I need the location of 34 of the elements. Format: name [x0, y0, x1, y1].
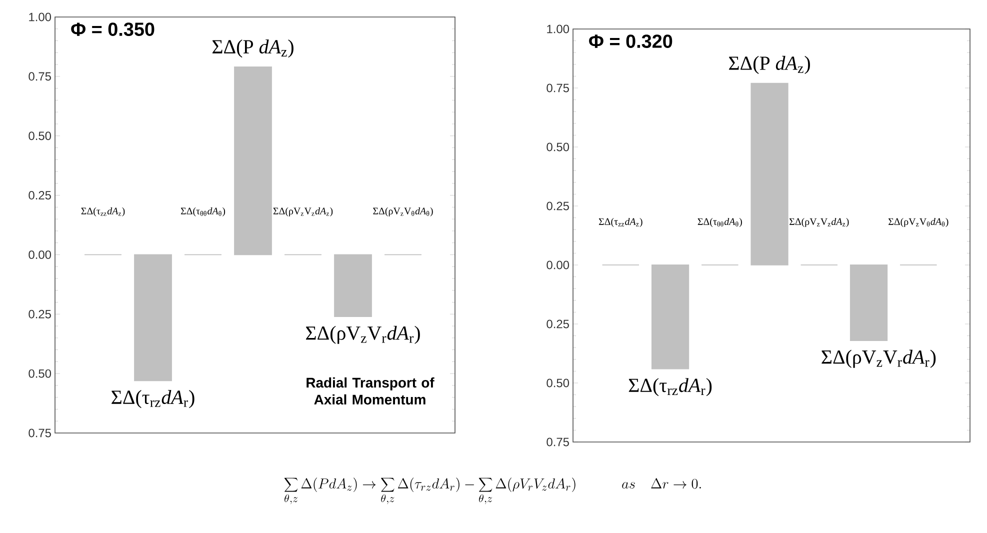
y-tick-label: 0.50 [28, 132, 52, 140]
y-tick-label: 0.75 [546, 438, 569, 446]
y-tick-label: 0.25 [546, 320, 569, 328]
y-tick-label: 0.25 [28, 191, 51, 200]
x-tick-label: ΣΔ(τ$_{θθ}$dA$_{θ}$) [180, 207, 226, 216]
x-tick-label: ΣΔ(ρV$_{z}$V$_{θ}$dA$_{θ}$) [373, 207, 433, 216]
chart-title: Φ = 0.320 [589, 34, 672, 48]
x-tick-label: ΣΔ(P dA$_{z}$) [212, 40, 294, 58]
x-tick-label: ΣΔ(ρV$_{z}$V$_{r}$dA$_{r}$) [306, 326, 420, 344]
x-tick-label: ΣΔ(τ$_{rz}$dA$_{r}$) [112, 390, 194, 408]
y-tick-label: 0.50 [546, 142, 570, 152]
y-tick-label: 0.75 [546, 84, 569, 92]
y-tick-label: 0.75 [28, 72, 51, 81]
y-tick-label: 1.00 [547, 24, 570, 34]
y-tick-label: 0.75 [28, 428, 51, 438]
x-tick-label: ΣΔ(τ$_{rz}$dA$_{r}$) [628, 378, 712, 396]
text: $\sum_{\theta,z}\Delta(PdA_z)\rightarrow\sum_{\theta,z}\Delta(\tau_{rz}dA_r)-\sum_{\theta,z}\Delta(\rho V_rV_zdA_r)\qquad\quad as\quad\Delta r\rightarrow 0.$ [284, 478, 701, 504]
y-tick-label: 0.25 [28, 310, 51, 318]
chart-title: Φ = 0.350 [71, 22, 154, 36]
x-tick-label: ΣΔ(ρV$_{z}$V$_{z}$dA$_{z}$) [273, 207, 333, 216]
y-tick-label: 0.00 [28, 250, 52, 259]
annotation: Radial Transport of Axial Momentum [306, 377, 434, 405]
x-tick-label: ΣΔ(τ$_{zz}$dA$_{z}$) [598, 218, 642, 227]
x-tick-label: ΣΔ(ρV$_{z}$V$_{θ}$dA$_{θ}$) [888, 218, 948, 227]
x-tick-label: ΣΔ(τ$_{θθ}$dA$_{θ}$) [698, 218, 742, 227]
x-tick-label: ΣΔ(P dA$_{z}$) [728, 56, 810, 74]
y-tick-label: 0.50 [28, 369, 52, 378]
y-tick-label: 0.25 [546, 202, 569, 210]
y-tick-label: 0.50 [546, 378, 570, 388]
y-tick-label: 1.00 [29, 12, 52, 22]
y-tick-label: 0.00 [546, 260, 570, 270]
x-tick-label: ΣΔ(ρV$_{z}$V$_{z}$dA$_{z}$) [790, 218, 849, 227]
x-tick-label: ΣΔ(ρV$_{z}$V$_{r}$dA$_{r}$) [822, 350, 936, 368]
x-tick-label: ΣΔ(τ$_{zz}$dA$_{z}$) [81, 207, 125, 216]
